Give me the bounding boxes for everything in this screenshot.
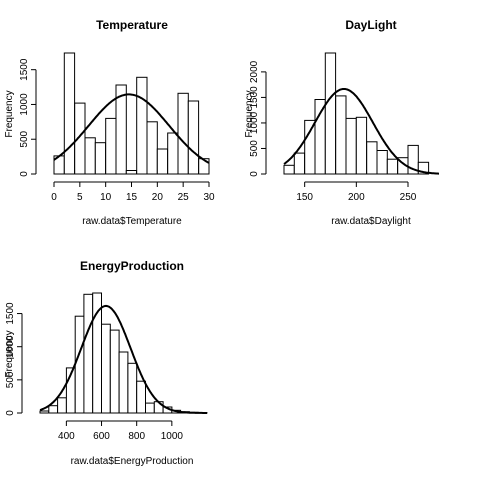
temperature-x-tick-label: 30 xyxy=(203,192,215,203)
temperature-x-tick-label: 25 xyxy=(178,192,190,203)
daylight-y-tick-label: 1500 xyxy=(249,86,260,109)
energy-bar xyxy=(83,293,94,414)
temperature-title: Temperature xyxy=(96,18,168,32)
temperature-normal-curve xyxy=(53,93,210,164)
temperature-bar xyxy=(115,84,127,175)
energy-bar xyxy=(48,405,59,414)
daylight-bar xyxy=(324,52,337,175)
daylight-x-tick-label: 150 xyxy=(296,192,313,203)
temperature-xlabel: raw.data$Temperature xyxy=(82,216,182,227)
temperature-bar xyxy=(84,137,96,175)
energy-title: EnergyProduction xyxy=(80,259,184,273)
temperature-x-tick-label: 10 xyxy=(100,192,112,203)
daylight-title: DayLight xyxy=(345,18,396,32)
temperature-bar xyxy=(156,148,169,175)
energy-bar xyxy=(127,362,138,414)
temperature-y-tick-label: 1000 xyxy=(19,93,30,116)
daylight-bar xyxy=(283,164,295,175)
energy-y-tick-label: 500 xyxy=(5,371,16,388)
daylight-bar xyxy=(314,99,326,175)
temperature-bar xyxy=(136,76,148,175)
daylight-xlabel: raw.data$Daylight xyxy=(331,216,411,227)
energy-y-tick-label: 1000 xyxy=(5,335,16,358)
panel-daylight: DayLight Frequency raw.data$Daylight 150… xyxy=(244,18,439,227)
daylight-bar xyxy=(366,141,378,175)
daylight-bar xyxy=(293,152,306,175)
energy-x-tick-label: 800 xyxy=(128,431,145,442)
daylight-bar xyxy=(345,117,357,175)
daylight-bar xyxy=(376,150,388,175)
energy-bar xyxy=(136,380,146,414)
daylight-bar xyxy=(335,95,347,175)
temperature-ylabel: Frequency xyxy=(4,90,15,137)
daylight-bar xyxy=(407,144,419,175)
temperature-bar xyxy=(125,170,138,175)
energy-x-tick-label: 1000 xyxy=(161,431,184,442)
temperature-bar xyxy=(105,117,117,175)
energy-bar xyxy=(118,351,129,414)
temperature-bar xyxy=(94,142,107,175)
daylight-bar xyxy=(417,161,430,175)
daylight-ylabel: Frequency xyxy=(244,90,255,137)
temperature-x-tick-label: 20 xyxy=(152,192,164,203)
energy-x-tick-label: 400 xyxy=(58,431,75,442)
energy-bar xyxy=(101,323,111,414)
daylight-normal-curve xyxy=(283,88,439,175)
temperature-bar xyxy=(167,132,179,175)
temperature-bar xyxy=(63,52,76,175)
daylight-bar xyxy=(355,116,368,175)
daylight-y-tick-label: 0 xyxy=(249,171,260,177)
daylight-bar xyxy=(304,119,316,175)
panel-energy-production: EnergyProduction Frequency raw.data$Ener… xyxy=(4,259,208,467)
temperature-x-tick-label: 15 xyxy=(126,192,138,203)
temperature-bar xyxy=(187,100,200,175)
daylight-y-tick-label: 2000 xyxy=(249,60,260,83)
daylight-bar xyxy=(386,158,399,175)
temperature-y-tick-label: 0 xyxy=(19,171,30,177)
temperature-bar xyxy=(74,102,86,175)
energy-bar xyxy=(57,397,67,414)
daylight-y-tick-label: 1000 xyxy=(249,111,260,134)
daylight-y-tick-label: 500 xyxy=(249,140,260,157)
temperature-y-tick-label: 500 xyxy=(19,130,30,147)
temperature-x-tick-label: 0 xyxy=(51,192,57,203)
energy-xlabel: raw.data$EnergyProduction xyxy=(71,456,194,467)
daylight-x-tick-label: 250 xyxy=(400,192,417,203)
energy-bar xyxy=(145,402,155,414)
energy-y-tick-label: 0 xyxy=(5,410,16,416)
panel-temperature: Temperature Frequency raw.data$Temperatu… xyxy=(4,18,215,227)
energy-bar xyxy=(109,329,120,414)
temperature-x-tick-label: 5 xyxy=(77,192,83,203)
temperature-bar xyxy=(146,121,158,175)
energy-bar xyxy=(74,315,85,414)
temperature-bar xyxy=(177,92,189,175)
temperature-y-tick-label: 1500 xyxy=(19,58,30,81)
energy-ylabel: Frequency xyxy=(4,330,15,377)
energy-bar xyxy=(39,410,50,414)
energy-x-tick-label: 600 xyxy=(93,431,110,442)
energy-y-tick-label: 1500 xyxy=(5,302,16,325)
daylight-x-tick-label: 200 xyxy=(348,192,365,203)
energy-normal-curve xyxy=(39,304,207,414)
